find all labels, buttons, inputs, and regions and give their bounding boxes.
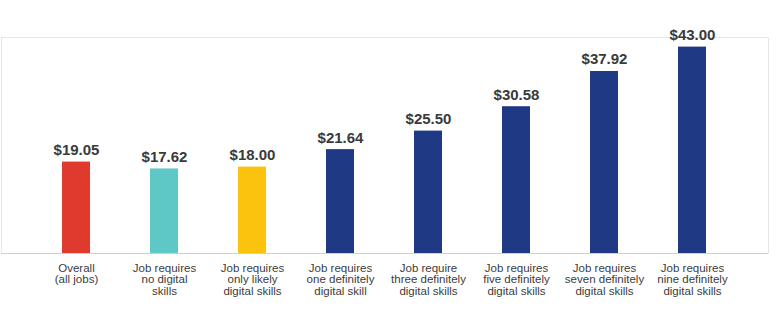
svg-text:Job requiresone definitelydigi: Job requiresone definitelydigital skill xyxy=(307,262,375,297)
svg-text:$21.64: $21.64 xyxy=(318,129,365,146)
svg-text:Job requiresseven definitelydi: Job requiresseven definitelydigital skil… xyxy=(565,262,645,297)
svg-text:Job requiresnine definitelydig: Job requiresnine definitelydigital skill… xyxy=(657,262,728,297)
svg-text:Job requirethree definitelydig: Job requirethree definitelydigital skill… xyxy=(391,262,466,297)
svg-text:$25.50: $25.50 xyxy=(406,110,452,127)
svg-text:$19.05: $19.05 xyxy=(54,141,100,158)
svg-text:Job requiresno digitalskills: Job requiresno digitalskills xyxy=(133,262,197,297)
svg-text:Job requiresfive definitelydig: Job requiresfive definitelydigital skill… xyxy=(483,262,550,297)
svg-text:Job requiresonly likelydigital: Job requiresonly likelydigital skills xyxy=(221,262,285,297)
svg-text:$37.92: $37.92 xyxy=(582,50,628,67)
svg-text:$18.00: $18.00 xyxy=(230,146,276,163)
svg-text:Overall(all jobs): Overall(all jobs) xyxy=(55,262,99,286)
svg-text:$30.58: $30.58 xyxy=(494,86,540,103)
svg-text:$17.62: $17.62 xyxy=(142,148,188,165)
svg-text:$43.00: $43.00 xyxy=(670,26,716,43)
